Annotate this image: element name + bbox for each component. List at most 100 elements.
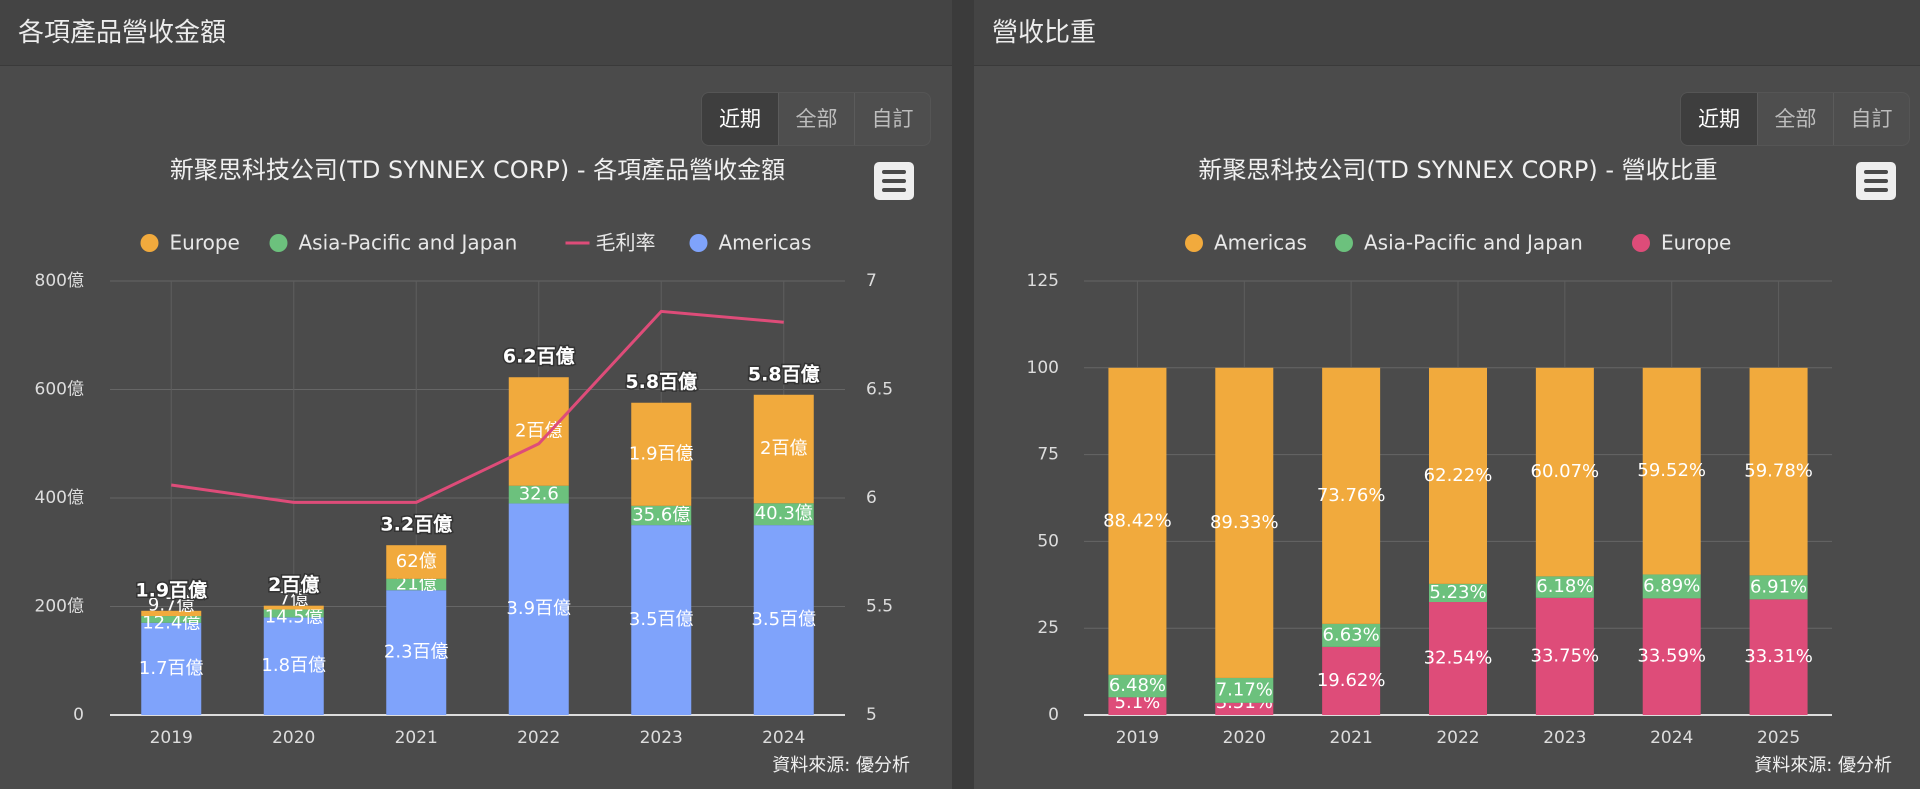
bar-segment: [753, 525, 814, 715]
range-all-button[interactable]: 全部: [778, 93, 854, 145]
gross-margin-line: [171, 309, 784, 504]
chart-menu-button[interactable]: [874, 162, 914, 200]
bar-segment: [631, 525, 692, 715]
legend-label: Asia-Pacific and Japan: [299, 231, 518, 255]
x-tick-label: 2022: [517, 728, 560, 748]
bar-value-label: 2百億: [760, 438, 807, 459]
bar-segment: [1749, 599, 1808, 715]
chart-title: 新聚思科技公司(TD SYNNEX CORP) - 各項產品營收金額: [170, 156, 785, 184]
bar-segment: [508, 485, 569, 504]
bar-segment: [1642, 574, 1701, 599]
data-source: 資料來源: 優分析: [772, 755, 910, 776]
bar-value-label: 89.33%: [1210, 512, 1279, 533]
panel-title: 營收比重: [992, 18, 1097, 48]
bar-total-label: 2百億: [268, 573, 319, 596]
bar-value-label: 6.48%: [1109, 675, 1166, 696]
bar-segment: [1429, 583, 1487, 603]
legend-label: Europe: [1661, 231, 1731, 255]
bar-total-label: 1.9百億: [135, 578, 207, 601]
bar-segment: [1108, 367, 1167, 675]
legend-marker: [689, 234, 708, 252]
bar-value-label: 32.6: [519, 484, 559, 505]
bar-value-label: 9.7億: [148, 594, 195, 615]
revenue-share-panel: 營收比重 近期 全部 自訂 新聚思科技公司(TD SYNNEX CORP) - …: [974, 0, 1920, 789]
x-tick-label: 2021: [1330, 728, 1373, 748]
bar-segment: [386, 590, 447, 715]
bar-segment: [1215, 702, 1274, 715]
y-tick-label: 75: [1037, 445, 1059, 465]
y-tick-label: 100: [1027, 358, 1059, 378]
range-recent-button[interactable]: 近期: [702, 93, 778, 145]
range-selector: 近期 全部 自訂: [701, 92, 931, 146]
legend-label: 毛利率: [596, 231, 656, 255]
x-tick-label: 2022: [1436, 728, 1479, 748]
bar-value-label: 3.9百億: [506, 598, 571, 619]
bar-value-label: 12.4億: [142, 612, 200, 633]
y2-tick-label: 5.5: [866, 597, 893, 617]
bar-value-label: 35.6億: [632, 504, 690, 525]
bar-value-label: 3.5百億: [629, 609, 694, 630]
bar-value-label: 7億: [279, 589, 308, 610]
bar-value-label: 6.89%: [1643, 575, 1700, 596]
bar-segment: [753, 503, 814, 526]
legend-label: Europe: [170, 231, 240, 255]
y-tick-label: 400億: [35, 488, 84, 508]
bar-segment: [1108, 674, 1167, 698]
y-tick-label: 800億: [35, 271, 84, 291]
panel-header: 營收比重: [974, 0, 1920, 66]
range-all-button[interactable]: 全部: [1757, 93, 1833, 145]
bar-value-label: 2百億: [515, 420, 562, 441]
bar-segment: [1642, 598, 1701, 715]
bar-segment: [141, 622, 202, 715]
panel-header: 各項產品營收金額: [0, 0, 952, 66]
x-tick-label: 2025: [1757, 728, 1800, 748]
bar-segment: [508, 503, 569, 715]
x-tick-label: 2019: [150, 728, 193, 748]
bar-segment: [141, 616, 202, 623]
range-custom-button[interactable]: 自訂: [1833, 93, 1909, 145]
legend-label: Americas: [1214, 231, 1307, 255]
y2-tick-label: 7: [866, 271, 877, 291]
range-custom-button[interactable]: 自訂: [854, 93, 930, 145]
legend-marker: [1185, 234, 1203, 252]
range-selector: 近期 全部 自訂: [1680, 92, 1910, 146]
data-source: 資料來源: 優分析: [1754, 755, 1892, 776]
bar-segment: [1322, 646, 1381, 715]
bar-value-label: 6.18%: [1536, 576, 1593, 597]
revenue-share-chart: 新聚思科技公司(TD SYNNEX CORP) - 營收比重 Americas As…: [1027, 156, 1832, 748]
bar-value-label: 7.17%: [1216, 679, 1273, 700]
bar-value-label: 2.3百億: [384, 642, 449, 663]
x-tick-label: 2019: [1116, 728, 1159, 748]
bar-segment: [1535, 576, 1594, 598]
bar-segment: [1642, 367, 1701, 575]
bar-segment: [386, 578, 447, 591]
range-recent-button[interactable]: 近期: [1681, 93, 1757, 145]
bar-segment: [1535, 367, 1594, 577]
revenue-amount-panel: 各項產品營收金額 近期 全部 自訂 新聚思科技公司(TD SYNNEX CORP…: [0, 0, 952, 789]
hamburger-icon: [882, 170, 906, 174]
bar-value-label: 6.63%: [1323, 624, 1380, 645]
bar-value-label: 6.91%: [1750, 576, 1807, 597]
y2-tick-label: 5: [866, 705, 877, 725]
bar-value-label: 3.5百億: [751, 609, 816, 630]
legend-marker: [269, 234, 288, 252]
bar-value-label: 32.54%: [1424, 648, 1493, 669]
chart-menu-button[interactable]: [1856, 162, 1896, 200]
y-tick-label: 125: [1027, 271, 1059, 291]
bar-segment: [631, 505, 692, 526]
legend-marker: [140, 234, 159, 252]
bar-value-label: 62億: [396, 551, 437, 572]
bar-value-label: 88.42%: [1103, 510, 1172, 531]
bar-value-label: 1.7百億: [139, 658, 204, 679]
bar-value-label: 62.22%: [1424, 465, 1493, 486]
bar-value-label: 60.07%: [1531, 461, 1600, 482]
bar-value-label: 33.75%: [1531, 645, 1600, 666]
y-tick-label: 25: [1037, 618, 1059, 638]
bar-value-label: 73.76%: [1317, 485, 1386, 506]
bar-value-label: 1.9百億: [629, 443, 694, 464]
bar-segment: [141, 610, 202, 617]
revenue-amount-chart: 新聚思科技公司(TD SYNNEX CORP) - 各項產品營收金額 Europe…: [35, 156, 894, 748]
x-tick-label: 2020: [272, 728, 315, 748]
bar-segment: [1749, 575, 1808, 600]
bar-value-label: 40.3億: [755, 503, 813, 524]
